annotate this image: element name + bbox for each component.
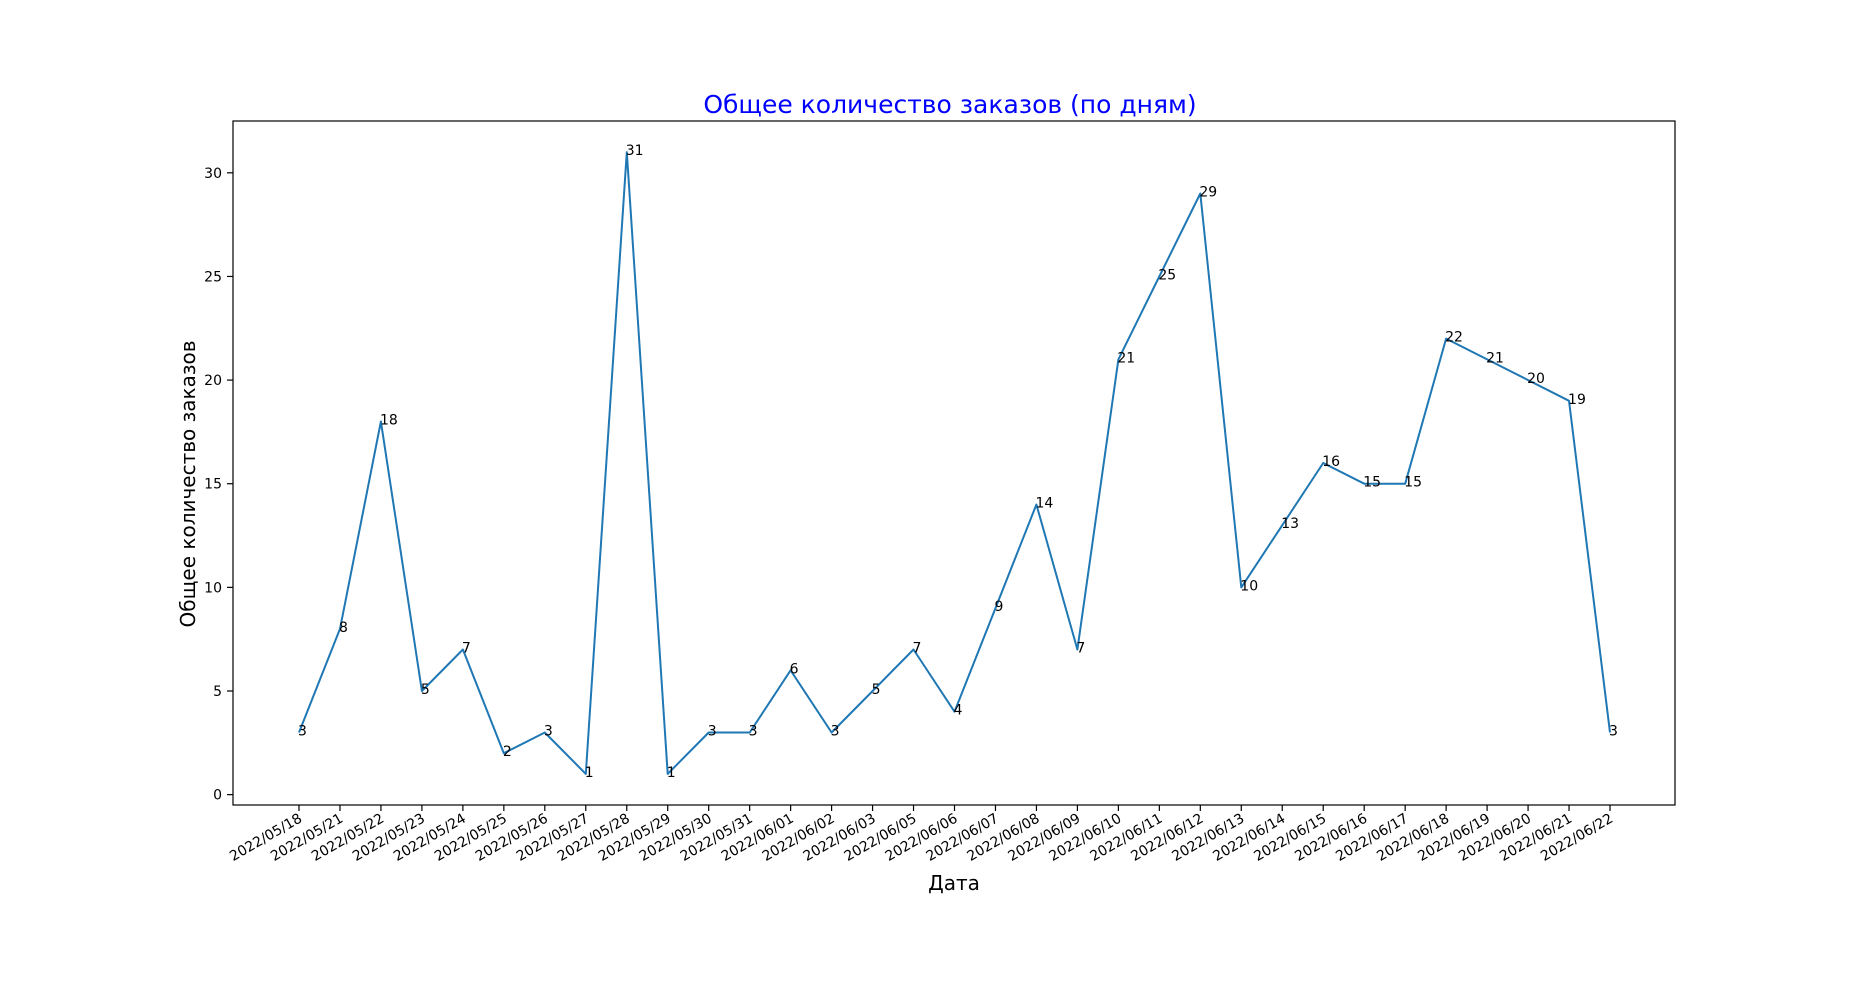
data-label-24: 13 <box>1281 516 1299 532</box>
y-tick-label-3: 15 <box>204 477 222 493</box>
data-label-3: 5 <box>421 682 430 698</box>
data-label-29: 21 <box>1486 350 1504 366</box>
data-label-6: 3 <box>544 723 553 739</box>
series-line-0 <box>298 151 1611 775</box>
data-label-23: 10 <box>1240 578 1258 594</box>
data-label-31: 19 <box>1568 392 1586 408</box>
y-axis-label: Общее количество заказов <box>176 340 200 627</box>
data-label-27: 15 <box>1404 475 1422 491</box>
y-tick-label-5: 25 <box>204 269 222 285</box>
data-label-4: 7 <box>462 641 471 657</box>
y-tick-label-0: 0 <box>213 788 222 804</box>
y-tick-label-4: 20 <box>204 373 222 389</box>
data-label-11: 3 <box>749 723 758 739</box>
data-label-2: 18 <box>380 413 398 429</box>
plot-area: 0510152025302022/05/182022/05/212022/05/… <box>204 120 1676 865</box>
data-label-26: 15 <box>1363 475 1381 491</box>
data-label-14: 5 <box>872 682 881 698</box>
data-label-16: 4 <box>954 703 963 719</box>
y-tick-label-2: 10 <box>204 580 222 596</box>
y-tick-label-6: 30 <box>204 166 222 182</box>
data-label-21: 25 <box>1158 267 1176 283</box>
data-label-19: 7 <box>1076 641 1085 657</box>
data-label-7: 1 <box>585 765 594 781</box>
data-label-8: 31 <box>626 143 644 159</box>
chart-title: Общее количество заказов (по дням) <box>703 90 1196 119</box>
data-label-18: 14 <box>1035 495 1053 511</box>
data-label-1: 8 <box>339 620 348 636</box>
data-label-28: 22 <box>1445 330 1463 346</box>
x-axis-label: Дата <box>928 871 980 895</box>
data-label-9: 1 <box>667 765 676 781</box>
data-label-22: 29 <box>1199 185 1217 201</box>
y-tick-label-1: 5 <box>213 684 222 700</box>
data-label-10: 3 <box>708 723 717 739</box>
data-label-32: 3 <box>1609 723 1618 739</box>
data-label-13: 3 <box>831 723 840 739</box>
data-label-20: 21 <box>1117 350 1135 366</box>
data-label-5: 2 <box>503 744 512 760</box>
data-label-15: 7 <box>913 641 922 657</box>
data-label-30: 20 <box>1527 371 1545 387</box>
data-label-17: 9 <box>994 599 1003 615</box>
data-label-0: 3 <box>298 723 307 739</box>
data-label-25: 16 <box>1322 454 1340 470</box>
data-label-12: 6 <box>790 661 799 677</box>
